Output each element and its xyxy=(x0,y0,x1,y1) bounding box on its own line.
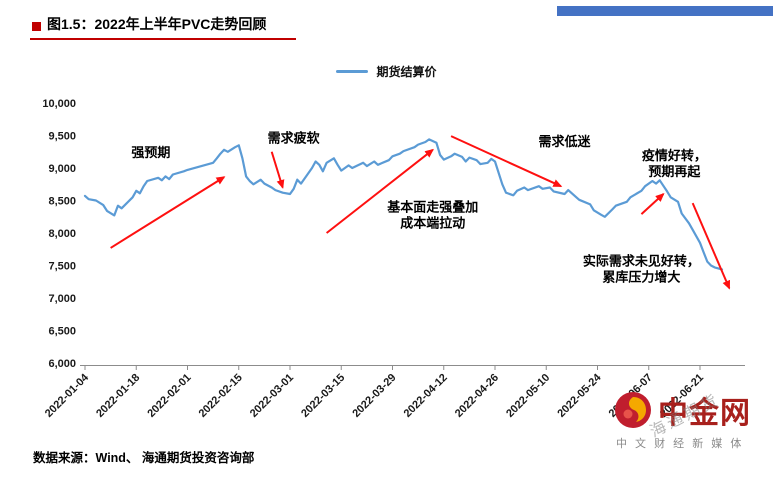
x-axis-labels: 2022-01-04 2022-01-18 2022-02-01 2022-02-15… xyxy=(43,365,706,420)
header-accent-bar xyxy=(557,6,773,16)
y-axis-labels: 10,000 9,500 9,000 8,500 8,000 7,500 7,000 6,50… xyxy=(42,98,76,370)
svg-text:7,000: 7,000 xyxy=(48,293,76,305)
title-underline xyxy=(30,38,296,40)
data-source-note: 数据来源：Wind、 海通期货投资咨询部 xyxy=(33,451,255,465)
svg-text:8,500: 8,500 xyxy=(48,196,76,208)
svg-text:基本面走强叠加成本端拉动: 基本面走强叠加成本端拉动 xyxy=(386,200,478,231)
svg-text:2022-05-24: 2022-05-24 xyxy=(555,371,604,420)
svg-text:2022-03-01: 2022-03-01 xyxy=(248,372,296,420)
svg-text:强预期: 强预期 xyxy=(131,145,170,160)
svg-text:7,500: 7,500 xyxy=(48,261,76,273)
svg-text:实际需求未见好转，累库压力增大: 实际需求未见好转，累库压力增大 xyxy=(583,254,700,285)
brand-logo-icon xyxy=(615,392,651,428)
brand-logo-row: 中金网 xyxy=(614,388,773,432)
svg-text:2022-01-18: 2022-01-18 xyxy=(94,372,142,420)
svg-text:2022-03-15: 2022-03-15 xyxy=(299,372,347,420)
svg-text:10,000: 10,000 xyxy=(42,98,76,110)
site-brand: 中金网 中 文 财 经 新 媒 体 海通期货 xyxy=(608,388,773,472)
chart-title: 图1.5：2022年上半年PVC走势回顾 xyxy=(47,16,267,32)
svg-text:需求疲软: 需求疲软 xyxy=(268,131,320,146)
svg-text:2022-05-10: 2022-05-10 xyxy=(504,372,552,420)
svg-text:6,500: 6,500 xyxy=(48,326,76,338)
title-bullet xyxy=(32,22,41,31)
chart-legend: 期货结算价 xyxy=(0,63,773,80)
svg-text:2022-04-12: 2022-04-12 xyxy=(402,372,450,420)
brand-tagline: 中 文 财 经 新 媒 体 xyxy=(616,438,744,450)
annotation-arrows xyxy=(110,135,731,290)
legend-line-swatch xyxy=(336,70,369,73)
svg-text:2022-02-01: 2022-02-01 xyxy=(145,372,193,420)
svg-text:疫情好转，预期再起: 疫情好转，预期再起 xyxy=(642,148,707,179)
svg-text:6,000: 6,000 xyxy=(48,358,76,370)
svg-text:2022-03-29: 2022-03-29 xyxy=(350,372,398,420)
legend-label: 期货结算价 xyxy=(376,65,437,79)
svg-text:2022-04-26: 2022-04-26 xyxy=(453,372,501,420)
svg-text:2022-02-15: 2022-02-15 xyxy=(197,372,245,420)
svg-text:9,500: 9,500 xyxy=(48,131,76,143)
svg-text:9,000: 9,000 xyxy=(48,163,76,175)
svg-text:2022-01-04: 2022-01-04 xyxy=(43,371,92,420)
svg-text:8,000: 8,000 xyxy=(48,228,76,240)
price-line-series xyxy=(83,138,724,271)
svg-text:需求低迷: 需求低迷 xyxy=(539,134,592,149)
brand-name: 中金网 xyxy=(658,397,751,430)
